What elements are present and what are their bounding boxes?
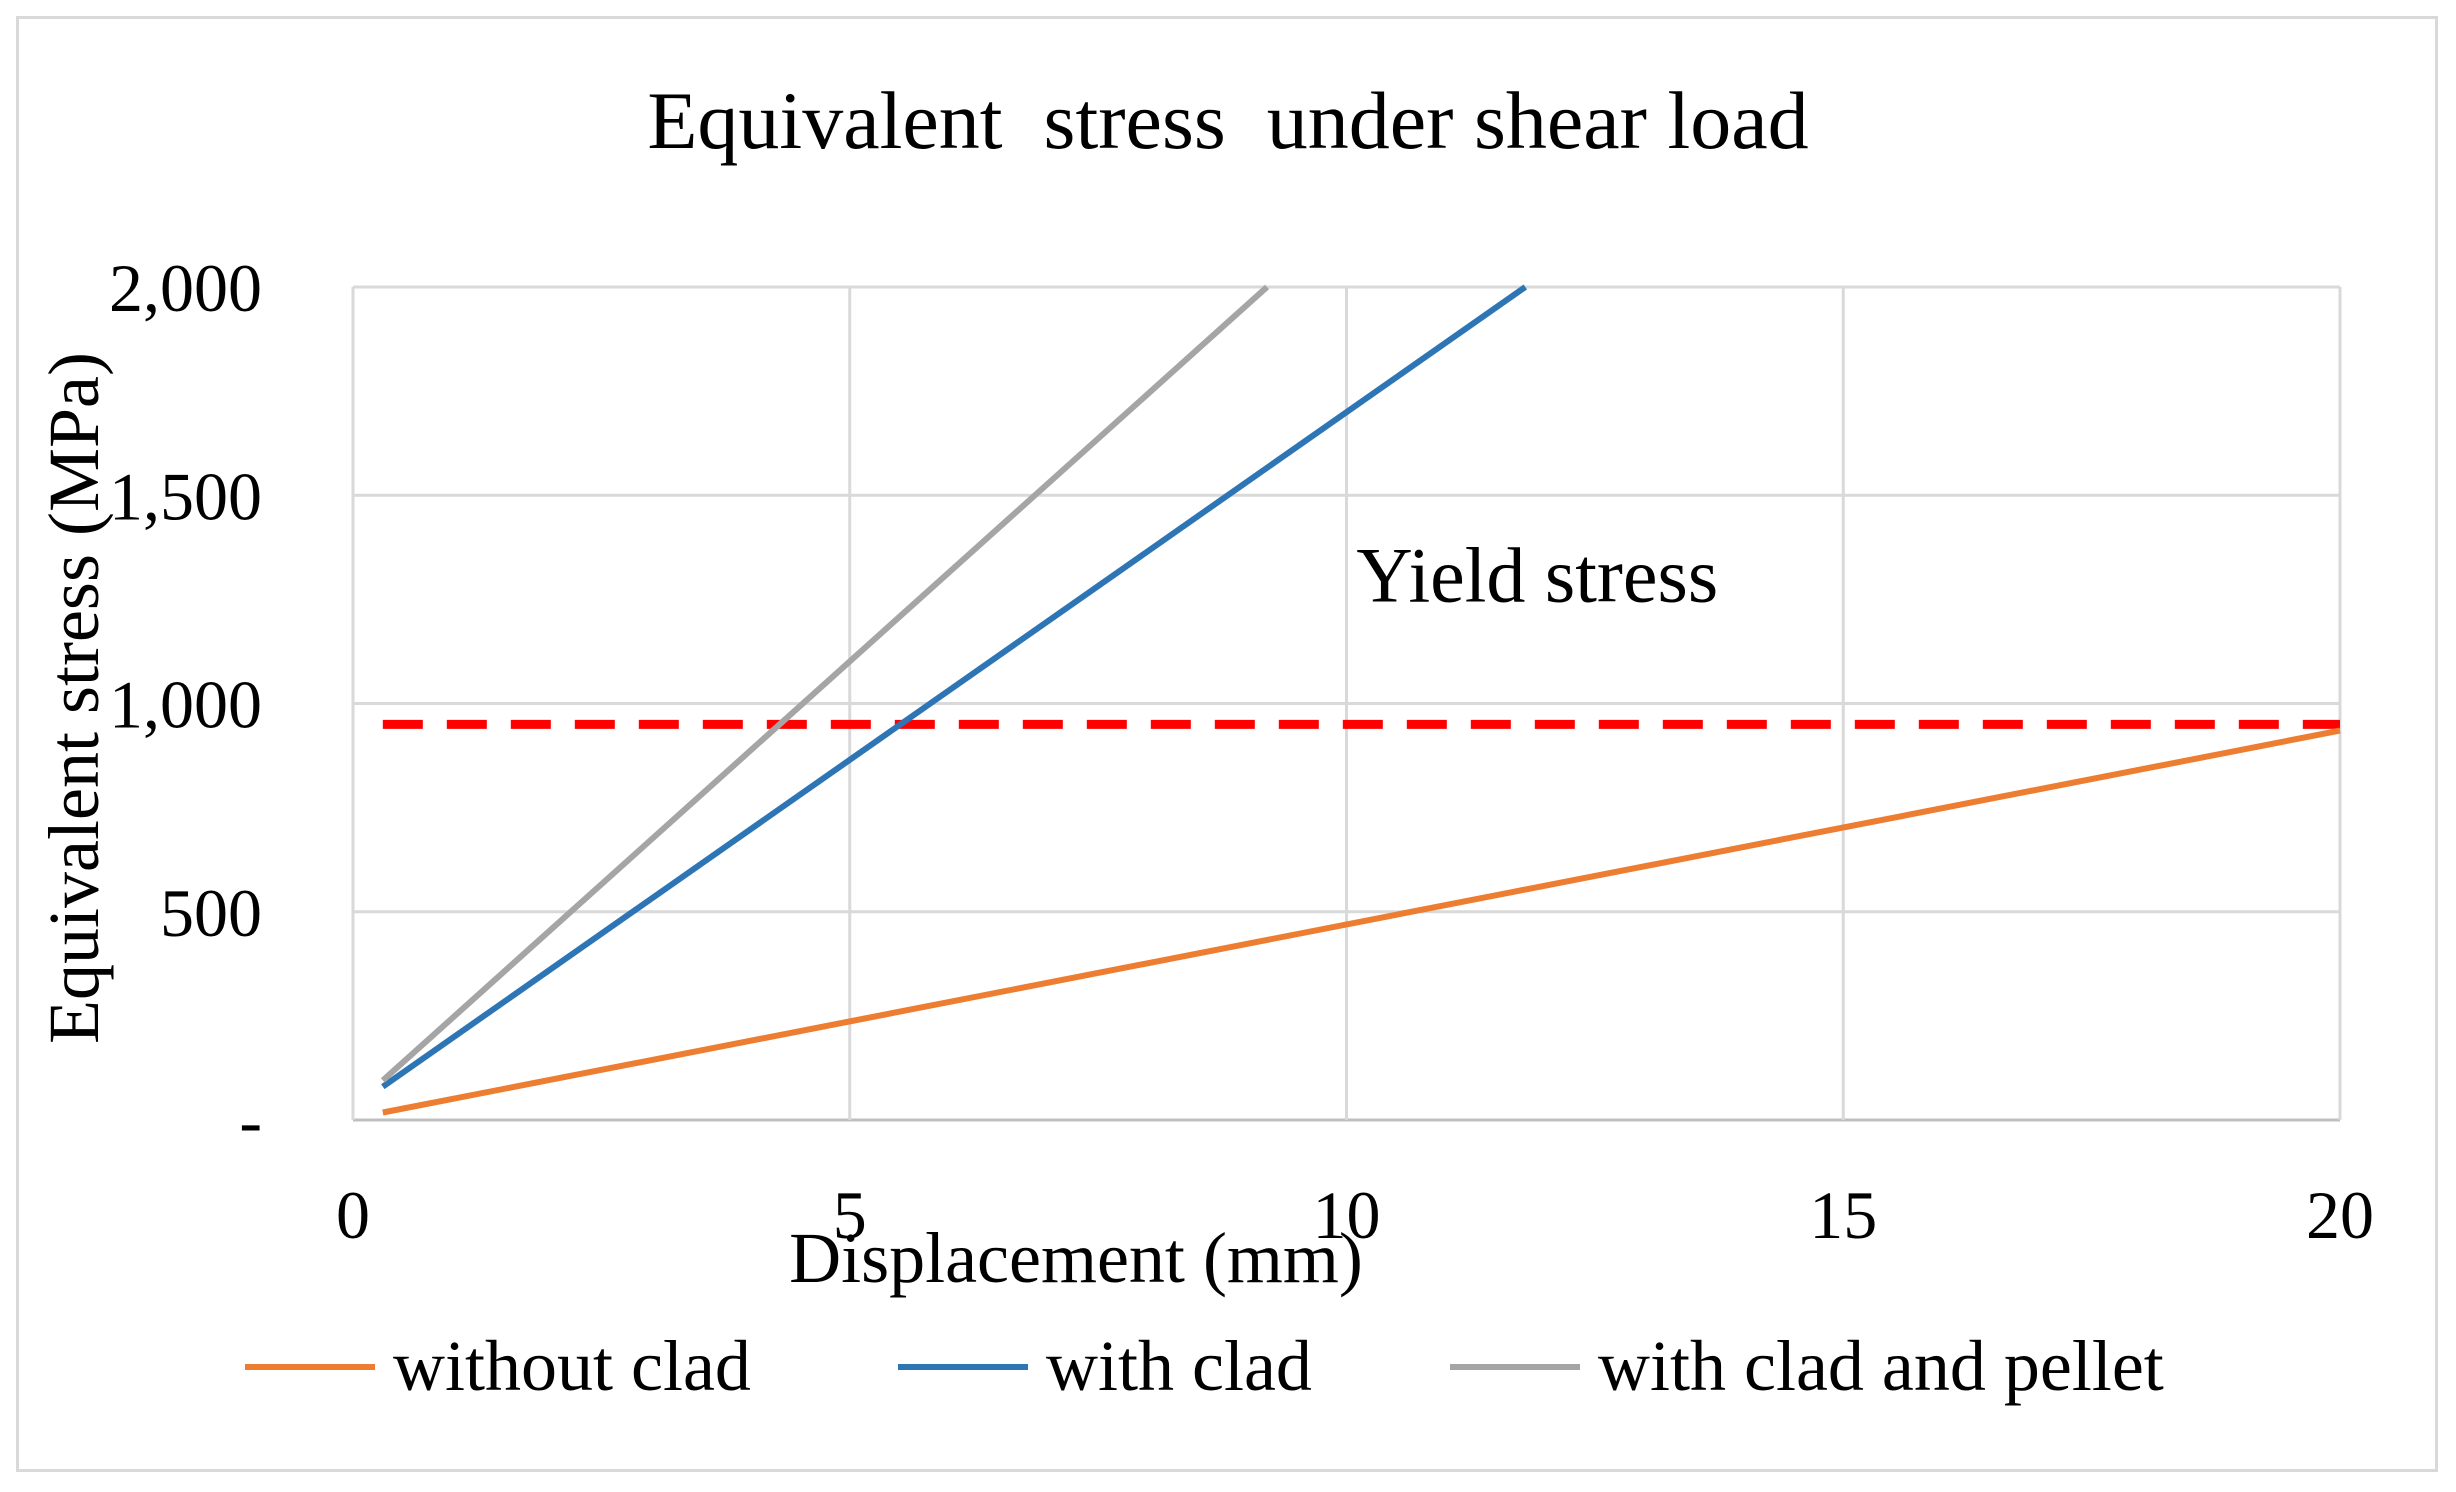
- y-axis-label: Equivalent stress (MPa): [34, 352, 114, 1044]
- x-axis-ticks: 0 5 10 15 20: [336, 1177, 2374, 1253]
- legend-label-0: without clad: [393, 1326, 751, 1406]
- legend: without clad with clad with clad and pelle…: [245, 1326, 2164, 1406]
- series-line-1: [381, 284, 1528, 1090]
- y-tick-label: 2,000: [109, 250, 262, 326]
- series-line-0: [382, 727, 2341, 1116]
- yield-stress-annotation: Yield stress: [1356, 531, 1718, 618]
- y-tick-label: 1,500: [109, 458, 262, 534]
- y-axis-ticks: - 500 1,000 1,500 2,000: [109, 250, 262, 1159]
- annotations: Yield stress: [1356, 531, 1718, 618]
- x-axis-label: Displacement (mm): [789, 1218, 1363, 1298]
- y-tick-label: -: [239, 1083, 262, 1159]
- series-lines: [380, 284, 2341, 1116]
- grid-lines: [351, 285, 2342, 1122]
- y-tick-label: 500: [160, 875, 262, 951]
- chart-title: Equivalent stress under shear load: [647, 75, 1808, 166]
- series-line-2: [380, 284, 1270, 1083]
- chart-frame: [16, 16, 2438, 1472]
- x-tick-label: 20: [2306, 1177, 2374, 1253]
- x-tick-label: 5: [833, 1177, 867, 1253]
- x-tick-label: 10: [1313, 1177, 1381, 1253]
- x-tick-label: 0: [336, 1177, 370, 1253]
- x-tick-label: 15: [1809, 1177, 1877, 1253]
- legend-label-1: with clad: [1046, 1326, 1312, 1406]
- legend-label-2: with clad and pellet: [1598, 1326, 2164, 1406]
- y-tick-label: 1,000: [109, 667, 262, 743]
